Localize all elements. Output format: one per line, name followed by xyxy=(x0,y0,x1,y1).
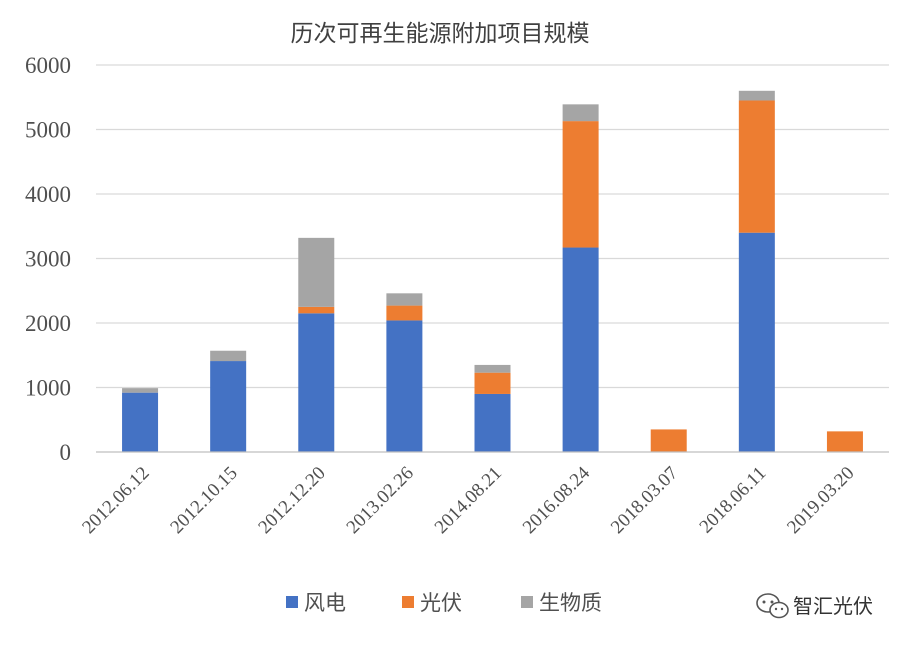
bar-segment xyxy=(210,361,247,452)
x-tick-label: 2012.06.12 xyxy=(78,463,153,538)
x-tick-label: 2012.12.20 xyxy=(255,463,330,538)
legend-label: 生物质 xyxy=(539,591,602,615)
legend-item: 生物质 xyxy=(521,591,602,615)
bar-segment xyxy=(386,305,423,321)
wechat-icon xyxy=(756,593,789,619)
watermark-text: 智汇光伏 xyxy=(793,594,873,618)
x-tick-label: 2016.08.24 xyxy=(519,462,595,538)
bar-segment xyxy=(738,100,775,233)
bar-segment xyxy=(298,306,335,314)
bar-segment xyxy=(474,372,511,394)
y-tick-label: 0 xyxy=(60,440,72,465)
chart-title: 历次可再生能源附加项目规模 xyxy=(291,21,590,47)
bar-segment xyxy=(562,104,599,122)
y-tick-label: 3000 xyxy=(25,247,71,272)
x-axis-ticks: 2012.06.12 2012.10.15 2012.12.20 2013.02.26… xyxy=(78,462,858,538)
y-tick-label: 4000 xyxy=(25,182,71,207)
bar-segment xyxy=(738,232,775,452)
legend: 风电 光伏 生物质 xyxy=(286,591,602,615)
y-tick-label: 2000 xyxy=(25,311,71,336)
y-tick-label: 5000 xyxy=(25,118,71,143)
legend-item: 光伏 xyxy=(402,591,462,615)
legend-swatch xyxy=(402,596,414,608)
bar-segment xyxy=(650,429,687,452)
x-tick-label: 2013.02.26 xyxy=(343,463,418,538)
bar-segment xyxy=(562,247,599,452)
bar-segment xyxy=(122,392,159,452)
bar-segment xyxy=(386,320,423,452)
y-tick-label: 6000 xyxy=(25,53,71,78)
y-axis-ticks: 0 1000 2000 3000 4000 5000 6000 xyxy=(25,53,71,465)
bar-segment xyxy=(474,364,511,373)
bar-segment xyxy=(210,350,247,362)
x-tick-label: 2018.03.07 xyxy=(607,463,682,538)
bars xyxy=(122,90,863,452)
legend-swatch xyxy=(286,596,298,608)
legend-swatch xyxy=(521,596,533,608)
bar-segment xyxy=(562,121,599,248)
y-tick-label: 1000 xyxy=(25,376,71,401)
legend-label: 风电 xyxy=(304,591,346,615)
bar-segment xyxy=(474,393,511,452)
legend-label: 光伏 xyxy=(420,591,462,615)
legend-item: 风电 xyxy=(286,591,346,615)
bar-segment xyxy=(298,313,335,452)
bar-segment xyxy=(826,431,863,452)
bar-segment xyxy=(386,293,423,306)
x-tick-label: 2018.06.11 xyxy=(696,463,771,538)
bar-segment xyxy=(738,90,775,101)
x-tick-label: 2012.10.15 xyxy=(166,463,241,538)
x-tick-label: 2014.08.21 xyxy=(431,463,506,538)
watermark: 智汇光伏 xyxy=(756,593,873,619)
x-tick-label: 2019.03.20 xyxy=(783,463,858,538)
bar-segment xyxy=(298,237,335,307)
bar-segment xyxy=(122,388,159,393)
